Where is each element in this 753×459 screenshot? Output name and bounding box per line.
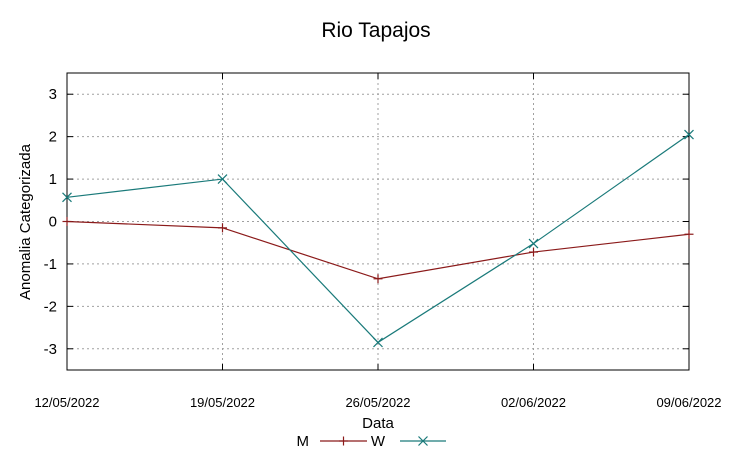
grid: [67, 73, 689, 370]
data-point-w: [217, 174, 228, 184]
y-tick-label: 0: [49, 214, 57, 231]
series: [62, 129, 694, 348]
y-tick-label: -1: [44, 256, 57, 273]
chart-title: Rio Tapajos: [321, 19, 430, 42]
x-tick-label: 12/05/2022: [34, 395, 99, 410]
data-point-m: [373, 274, 383, 284]
data-point-w: [373, 337, 383, 348]
data-point-w: [528, 238, 539, 249]
x-tick-label: 26/05/2022: [345, 395, 410, 410]
x-tick-label: 09/06/2022: [656, 395, 721, 410]
data-point-w: [62, 192, 72, 203]
y-axis-label: Anomalia Categorizada: [17, 143, 34, 300]
x-axis-label: Data: [362, 415, 394, 432]
data-point-m: [684, 229, 694, 239]
data-point-m: [218, 223, 227, 233]
legend-marker-w: [418, 436, 428, 446]
y-tick-label: 2: [49, 129, 57, 146]
y-tick-label: -3: [44, 341, 57, 358]
x-tick-label: 19/05/2022: [190, 395, 255, 410]
x-tick-label: 02/06/2022: [501, 395, 566, 410]
x-axis-ticks: 12/05/2022 19/05/2022 26/05/2022 02/06/2022…: [34, 73, 722, 410]
legend-label-w: W: [371, 433, 386, 450]
data-point-m: [529, 247, 538, 257]
y-tick-label: -2: [44, 298, 57, 315]
y-tick-label: 3: [49, 86, 57, 103]
series-line-m: [66, 220, 690, 280]
data-point-w: [684, 129, 694, 140]
data-point-m: [62, 217, 72, 226]
y-tick-label: 1: [49, 171, 57, 188]
legend-label-m: M: [297, 433, 310, 450]
legend-marker-m: [339, 436, 348, 446]
